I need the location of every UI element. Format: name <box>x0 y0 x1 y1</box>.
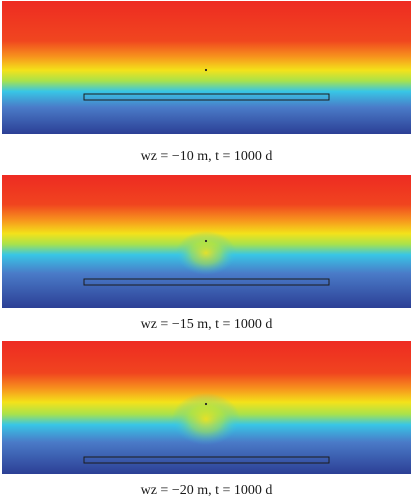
simulation-panel-wz-15 <box>2 175 411 308</box>
field-plot-3 <box>2 341 411 474</box>
simulation-panel-wz-20 <box>2 341 411 474</box>
field-plot-1 <box>2 1 411 134</box>
top-high-zone <box>76 1 336 39</box>
structure-outline <box>83 456 330 464</box>
structure-outline <box>83 93 330 101</box>
well-marker <box>204 68 208 72</box>
panel-caption-3: wz = −20 m, t = 1000 d <box>140 483 273 498</box>
well-marker <box>204 402 208 406</box>
field-plot-2 <box>2 175 411 308</box>
panel-caption-1: wz = −10 m, t = 1000 d <box>140 149 273 164</box>
plume-bump <box>172 393 240 445</box>
plume-bump <box>176 231 236 275</box>
well-marker <box>204 239 208 243</box>
structure-outline <box>83 278 330 286</box>
simulation-panel-wz-10 <box>2 1 411 134</box>
panel-caption-2: wz = −15 m, t = 1000 d <box>140 317 273 332</box>
